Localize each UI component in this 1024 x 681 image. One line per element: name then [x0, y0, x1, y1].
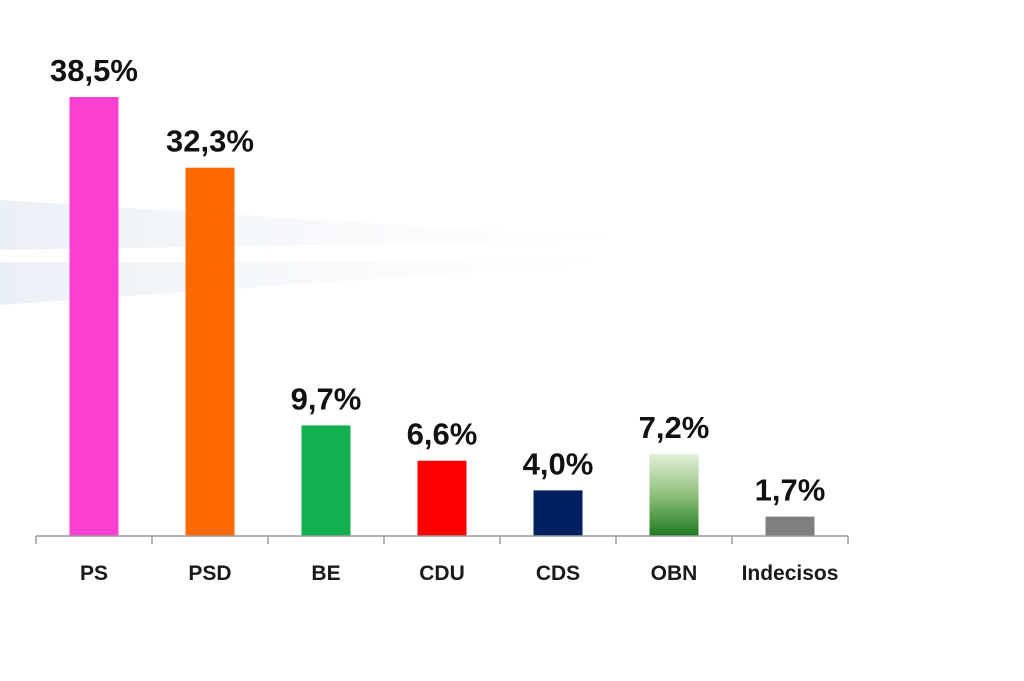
data-label-indecisos: 1,7%	[755, 473, 826, 508]
x-tick-label-ps: PS	[80, 562, 108, 585]
x-tick-label-be: BE	[311, 562, 340, 585]
x-tick-label-psd: PSD	[188, 562, 231, 585]
background-decoration	[0, 200, 640, 305]
data-label-be: 9,7%	[291, 381, 362, 416]
data-label-ps: 38,5%	[50, 53, 138, 88]
bar-ps	[69, 97, 119, 536]
labels-layer: 38,5% PS 32,3% PSD 9,7% BE 6,6% CDU 4,0% CDS 7,2% O…	[50, 53, 838, 585]
x-tick-label-indecisos: Indecisos	[742, 562, 839, 585]
x-tick-label-cds: CDS	[536, 562, 580, 585]
x-axis	[35, 535, 849, 544]
data-label-cdu: 6,6%	[407, 417, 478, 452]
bar-obn	[649, 453, 699, 536]
x-tick-label-cdu: CDU	[419, 562, 465, 585]
bar-cdu	[417, 460, 467, 536]
bar-be	[301, 425, 351, 536]
bar-psd	[185, 167, 235, 536]
bars-layer	[69, 97, 815, 536]
data-label-psd: 32,3%	[166, 124, 254, 159]
data-label-obn: 7,2%	[639, 410, 710, 445]
x-tick-label-obn: OBN	[651, 562, 698, 585]
data-label-cds: 4,0%	[523, 446, 594, 481]
bar-cds	[533, 490, 583, 536]
bar-indecisos	[765, 516, 815, 536]
